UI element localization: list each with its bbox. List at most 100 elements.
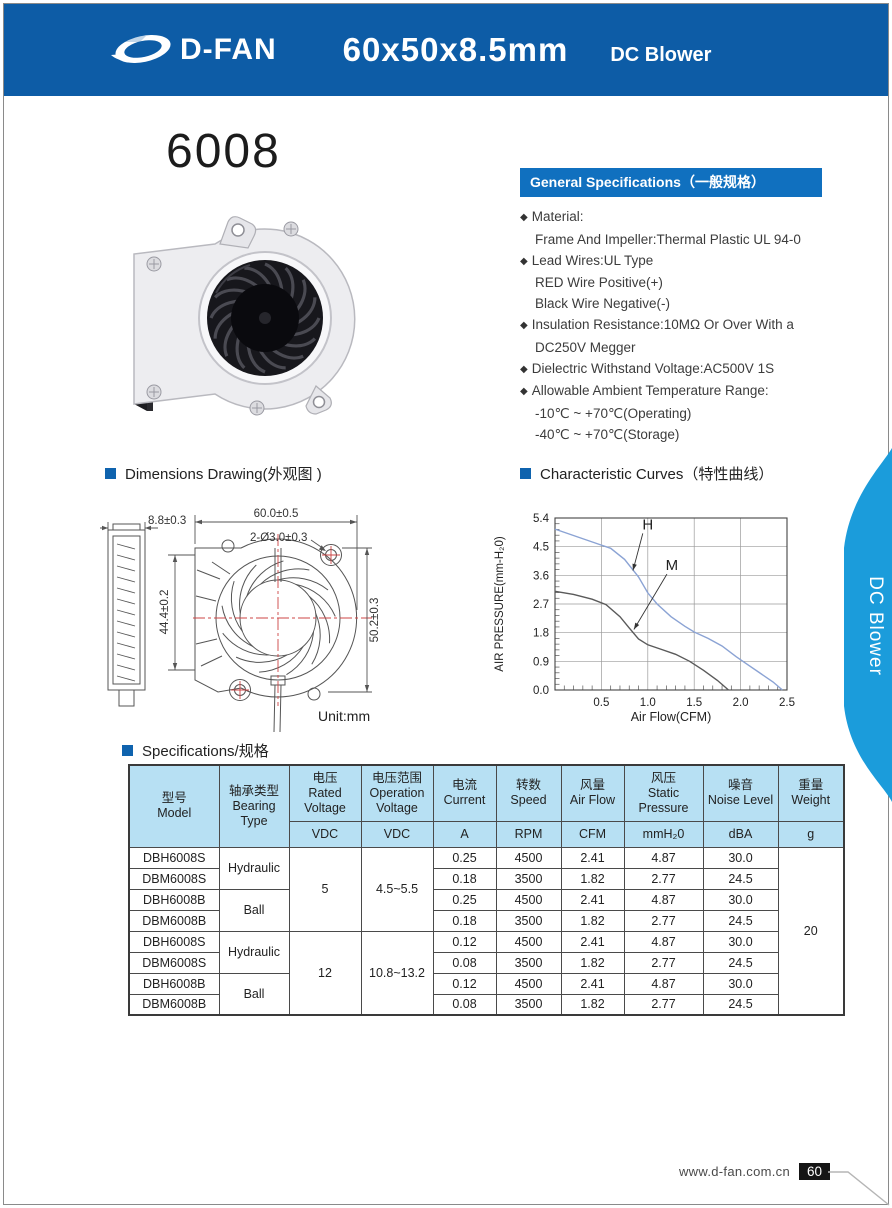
airflow-cell: 1.82 (560, 867, 625, 890)
current-cell: 0.12 (432, 972, 497, 995)
spec-line: DC250V Megger (535, 339, 636, 355)
noise-cell: 30.0 (702, 888, 779, 911)
unit-header: CFM (560, 820, 625, 848)
general-specifications-title: General Specifications（一般规格） (520, 168, 822, 197)
column-header: 电压范围 Operation Voltage (360, 764, 434, 822)
table-row: DBM6008B 0.08 3500 1.82 2.77 24.5 (128, 993, 844, 1016)
model-cell: DBH6008B (128, 972, 220, 995)
curve-H (554, 528, 783, 691)
y-axis-label: AIR PRESSURE(mm-H₂0) (494, 536, 506, 672)
airflow-cell: 2.41 (560, 846, 625, 869)
page-title-size: 60x50x8.5mm (342, 31, 569, 68)
pressure-cell: 2.77 (623, 951, 704, 974)
specifications-table: 型号 Model 轴承类型 Bearing Type 电压 Rated Voltage 电压… (128, 764, 845, 1016)
bearing-cell: Hydraulic (218, 930, 290, 974)
dim-height-label: 50.2±0.3 (369, 598, 381, 643)
column-header: 轴承类型 Bearing Type (218, 764, 290, 848)
svg-text:1.0: 1.0 (640, 697, 656, 709)
table-row: DBH6008B Ball 0.12 4500 2.41 4.87 30.0 (128, 972, 844, 1016)
model-cell: DBH6008S (128, 846, 220, 869)
spec-line: ◆ Dielectric Withstand Voltage:AC500V 1S (520, 359, 822, 382)
table-row: DBM6008B 0.18 3500 1.82 2.77 24.5 (128, 909, 844, 932)
airflow-cell: 1.82 (560, 951, 625, 974)
plot-border (554, 517, 788, 691)
dim-width-label: 60.0±0.5 (254, 508, 299, 520)
dimensions-drawing: 8.8±0.3 60.0±0.5 2-Ø3.0±0.3 44.4±0.2 50.… (100, 508, 381, 733)
unit-header: RPM (495, 820, 562, 848)
curve-label-M: M (666, 557, 679, 574)
pressure-cell: 2.77 (623, 993, 704, 1016)
diamond-bullet-icon: ◆ (520, 255, 528, 267)
model-cell: DBM6008S (128, 867, 220, 890)
spec-table-head: 型号 Model 轴承类型 Bearing Type 电压 Rated Voltage 电压… (128, 764, 845, 848)
screw-icons (146, 221, 299, 416)
spec-line: Frame And Impeller:Thermal Plastic UL 94… (535, 231, 801, 247)
model-cell: DBM6008B (128, 909, 220, 932)
spec-line: ◆ Insulation Resistance:10MΩ Or Over With… (520, 315, 822, 338)
spec-line: ◆ Material: (520, 207, 822, 230)
bearing-cell: Ball (218, 888, 290, 932)
rated-voltage-cell: 5 (288, 846, 362, 932)
noise-cell: 30.0 (702, 846, 779, 869)
airflow-cell: 1.82 (560, 993, 625, 1016)
bearing-cell: Hydraulic (218, 846, 290, 890)
current-cell: 0.25 (432, 888, 497, 911)
speed-cell: 3500 (495, 909, 562, 932)
spec-line: RED Wire Positive(+) (535, 275, 663, 291)
speed-cell: 3500 (495, 993, 562, 1016)
svg-text:1.5: 1.5 (686, 697, 702, 709)
svg-text:2.7: 2.7 (533, 599, 549, 611)
side-tab-label: DC Blower (865, 576, 886, 676)
dimensions-section-title: Dimensions Drawing(外观图 ) (105, 463, 322, 484)
column-header: 电压 Rated Voltage (288, 764, 362, 822)
curve-M (554, 590, 729, 691)
table-row: DBM6008S 0.08 3500 1.82 2.77 24.5 (128, 951, 844, 974)
noise-cell: 30.0 (702, 972, 779, 995)
brand-logo: D-FAN (110, 29, 277, 71)
noise-cell: 24.5 (702, 951, 779, 974)
pressure-cell: 4.87 (623, 930, 704, 953)
current-cell: 0.12 (432, 930, 497, 953)
speed-cell: 3500 (495, 951, 562, 974)
diamond-bullet-icon: ◆ (520, 386, 528, 398)
svg-text:5.4: 5.4 (533, 513, 550, 525)
model-cell: DBM6008B (128, 993, 220, 1016)
airflow-cell: 2.41 (560, 930, 625, 953)
svg-text:2.0: 2.0 (733, 697, 749, 709)
model-cell: DBH6008S (128, 930, 220, 953)
column-header: 型号 Model (128, 764, 220, 848)
unit-label: Unit:mm (318, 708, 370, 724)
diamond-bullet-icon: ◆ (520, 363, 528, 375)
current-cell: 0.08 (432, 993, 497, 1016)
svg-text:2.5: 2.5 (779, 697, 795, 709)
dimension-arrows (102, 519, 370, 692)
svg-text:0.0: 0.0 (533, 685, 549, 697)
specifications-table-wrap: 型号 Model 轴承类型 Bearing Type 电压 Rated Voltage 电压… (128, 764, 845, 1016)
airflow-cell: 2.41 (560, 888, 625, 911)
table-row: DBH6008S Hydraulic 5 4.5~5.5 0.25 4500 2.41 4.8… (128, 846, 845, 1016)
spec-line: -10℃ ~ +70℃(Operating) (535, 406, 692, 422)
diamond-bullet-icon: ◆ (520, 212, 528, 223)
column-header: 噪音 Noise Level (702, 764, 779, 822)
product-number: 6008 (166, 125, 281, 178)
table-row: DBM6008S 0.18 3500 1.82 2.77 24.5 (128, 867, 844, 890)
page-number: 60 (799, 1163, 831, 1180)
characteristic-curves-chart: HM 0.5 1.0 1.5 2.0 2.50.00.91.82.73.64.55.4 … (494, 513, 795, 724)
specifications-section-title: Specifications/规格 (122, 740, 269, 761)
curves-section-title: Characteristic Curves（特性曲线） (520, 463, 773, 484)
pressure-cell: 2.77 (623, 909, 704, 932)
column-header: 转数 Speed (495, 764, 562, 822)
blue-square-icon (105, 468, 116, 479)
current-cell: 0.18 (432, 867, 497, 890)
product-photo (133, 216, 356, 416)
x-axis-label: Air Flow(CFM) (631, 710, 712, 724)
table-row: DBH6008B Ball 0.25 4500 2.41 4.87 30.0 (128, 888, 844, 932)
noise-cell: 24.5 (702, 867, 779, 890)
bearing-cell: Ball (218, 972, 290, 1016)
operation-voltage-cell: 4.5~5.5 (360, 846, 434, 932)
unit-header: VDC (288, 820, 362, 848)
speed-cell: 4500 (495, 972, 562, 995)
page-title-type: DC Blower (610, 43, 712, 66)
model-cell: DBM6008S (128, 951, 220, 974)
rated-voltage-cell: 12 (288, 930, 362, 1016)
